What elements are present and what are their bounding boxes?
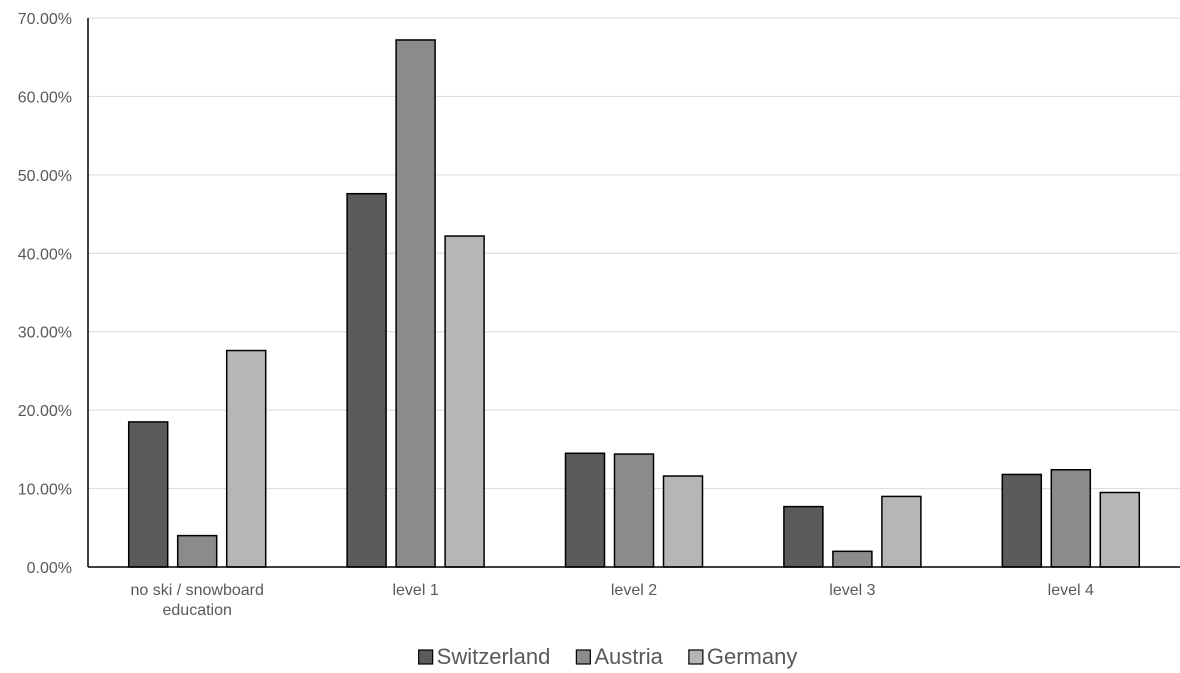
bar-germany: [662, 475, 704, 568]
bar-switzerland: [1001, 473, 1043, 568]
bar-germany: [881, 495, 922, 568]
bar-austria: [395, 39, 436, 568]
legend-swatch: [688, 649, 704, 665]
legend-item: Switzerland: [418, 644, 551, 669]
bar-switzerland: [783, 505, 824, 568]
y-tick-label: 30.00%: [18, 325, 72, 342]
y-tick-label: 70.00%: [18, 11, 72, 28]
legend-swatch: [575, 649, 591, 665]
axes: [87, 18, 1180, 568]
legend-label: Germany: [707, 644, 797, 669]
legend-item: Austria: [575, 644, 664, 669]
x-category-label: level 2: [611, 582, 657, 599]
legend: Switzerland Austria Germany: [418, 644, 797, 669]
y-axis-ticks: 0.00% 10.00% 20.00% 30.00% 40.00% 50.00% 60.00…: [18, 11, 72, 577]
x-category-label: level 4: [1048, 582, 1094, 599]
bar-germany: [225, 349, 267, 568]
x-category-label: level 1: [392, 582, 438, 599]
y-tick-label: 0.00%: [27, 560, 72, 577]
bar-austria: [176, 534, 218, 568]
legend-label: Austria: [594, 644, 663, 669]
bar-switzerland: [127, 421, 169, 568]
bar-switzerland: [564, 452, 606, 568]
gridlines: [88, 17, 1180, 490]
legend-swatch: [418, 649, 434, 665]
bar-austria: [1050, 468, 1092, 568]
bar-germany: [444, 235, 485, 568]
bar-switzerland: [346, 192, 387, 568]
bar-austria: [613, 453, 655, 568]
y-tick-label: 50.00%: [18, 168, 72, 185]
bar-germany: [1099, 491, 1141, 568]
x-axis-categories: no ski / snowboard education level 1 level …: [130, 582, 1094, 619]
y-tick-label: 10.00%: [18, 482, 72, 499]
legend-item: Germany: [688, 644, 797, 669]
legend-label: Switzerland: [437, 644, 551, 669]
y-tick-label: 60.00%: [18, 89, 72, 106]
bar-austria: [832, 550, 873, 568]
x-category-label: no ski / snowboard education: [130, 582, 263, 619]
y-tick-label: 40.00%: [18, 246, 72, 263]
y-tick-label: 20.00%: [18, 403, 72, 420]
x-category-label: level 3: [829, 582, 875, 599]
bars: [127, 39, 1141, 568]
